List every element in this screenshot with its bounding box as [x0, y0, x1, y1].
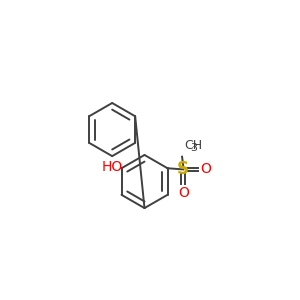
Text: 3: 3 — [190, 142, 197, 152]
Text: S: S — [177, 160, 189, 178]
Text: CH: CH — [184, 139, 202, 152]
Text: O: O — [200, 162, 211, 176]
Text: HO: HO — [101, 160, 123, 174]
Text: O: O — [178, 186, 189, 200]
